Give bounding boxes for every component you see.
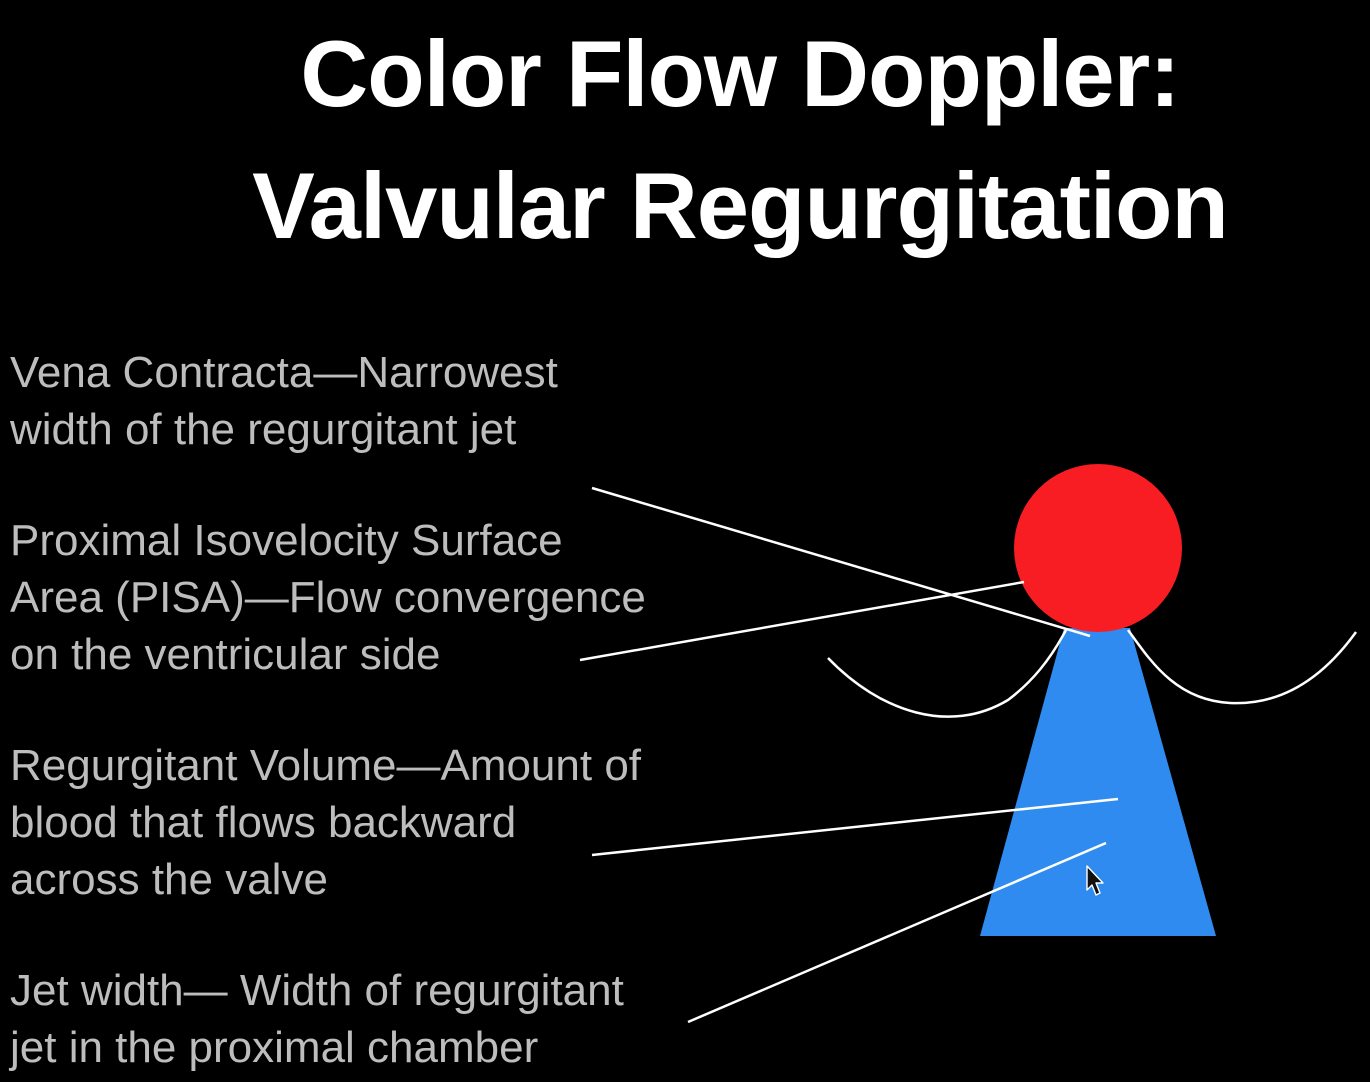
leader-line-pisa — [579, 580, 1025, 662]
title-line-2: Valvular Regurgitation — [252, 153, 1229, 258]
leader-line-jet-width — [687, 841, 1107, 1024]
label-line: width of the regurgitant jet — [10, 405, 517, 454]
label-line: Regurgitant Volume—Amount of — [10, 741, 642, 790]
label-line: blood that flows backward — [10, 798, 517, 847]
label-line: Vena Contracta—Narrowest — [10, 348, 558, 397]
label-line: on the ventricular side — [10, 630, 441, 679]
title-line-1: Color Flow Doppler: — [300, 21, 1180, 126]
label-regurgitant-volume: Regurgitant Volume—Amount of blood that … — [10, 737, 641, 908]
slide-title: Color Flow Doppler: Valvular Regurgitati… — [110, 8, 1370, 272]
valve-leaflet-left — [827, 629, 1068, 718]
label-line: Jet width— Width of regurgitant — [10, 966, 624, 1015]
valve-leaflet-right — [1126, 629, 1358, 705]
label-line: across the valve — [10, 855, 328, 904]
label-line: Area (PISA)—Flow convergence — [10, 573, 646, 622]
label-line: jet in the proximal chamber — [10, 1023, 539, 1072]
label-jet-width: Jet width— Width of regurgitant jet in t… — [10, 962, 624, 1076]
label-vena-contracta: Vena Contracta—Narrowest width of the re… — [10, 344, 558, 458]
label-line: Proximal Isovelocity Surface — [10, 516, 563, 565]
leader-line-vena-contracta — [591, 486, 1091, 638]
pisa-circle — [1014, 464, 1182, 632]
label-pisa: Proximal Isovelocity Surface Area (PISA)… — [10, 512, 646, 683]
mouse-pointer-icon — [1086, 865, 1104, 896]
regurgitant-jet-shape — [980, 628, 1216, 936]
leader-line-regurgitant-volume — [591, 797, 1119, 857]
